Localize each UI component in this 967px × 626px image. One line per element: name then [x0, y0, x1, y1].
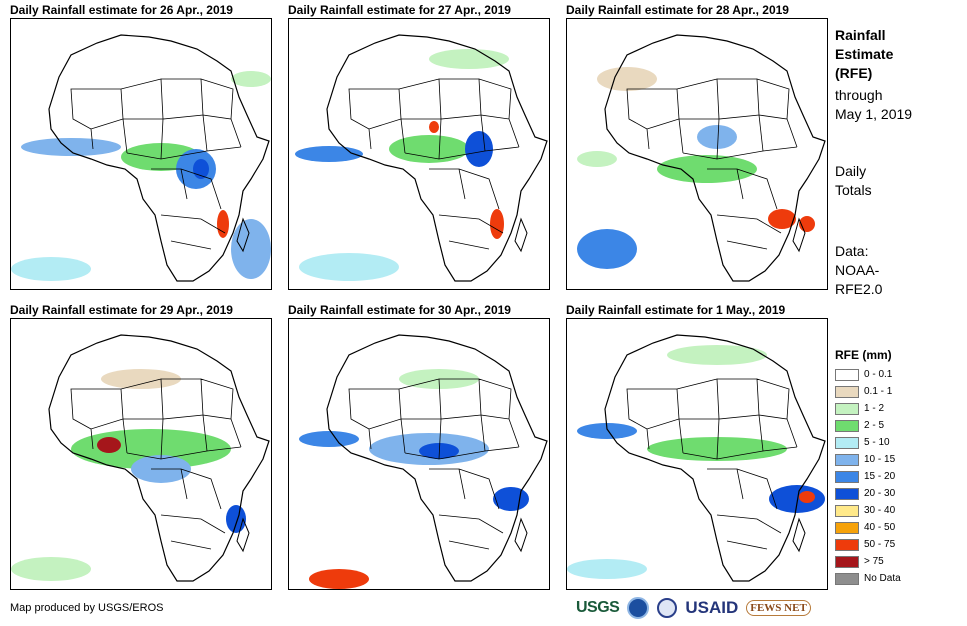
rainfall-map — [566, 18, 828, 290]
rainfall-map — [288, 18, 550, 290]
legend-label: 2 - 5 — [864, 420, 885, 431]
legend-swatch — [835, 453, 859, 466]
legend-item: 5 - 10 — [835, 434, 955, 451]
legend-swatch — [835, 538, 859, 551]
legend-label: 15 - 20 — [864, 471, 896, 482]
rainfall-map — [288, 318, 550, 590]
legend-item: > 75 — [835, 553, 955, 570]
fews-net-logo: FEWS NET — [746, 600, 811, 616]
legend-label: 40 - 50 — [864, 522, 896, 533]
legend-swatch — [835, 487, 859, 500]
legend-label: 1 - 2 — [864, 403, 885, 414]
legend-label: 30 - 40 — [864, 505, 896, 516]
legend-swatch — [835, 402, 859, 415]
legend-label: > 75 — [864, 556, 884, 567]
panel-title: Daily Rainfall estimate for 26 Apr., 201… — [10, 3, 233, 17]
legend-item: 20 - 30 — [835, 485, 955, 502]
map-panel-27-apr: Daily Rainfall estimate for 27 Apr., 201… — [288, 2, 550, 290]
legend-swatch — [835, 385, 859, 398]
legend-label: 5 - 10 — [864, 437, 890, 448]
panel-title: Daily Rainfall estimate for 29 Apr., 201… — [10, 303, 233, 317]
sidebar-title: Rainfall Estimate (RFE) — [835, 27, 894, 81]
map-panel-29-apr: Daily Rainfall estimate for 29 Apr., 201… — [10, 302, 272, 590]
usgs-logo: USGS — [576, 599, 620, 616]
legend-label: 10 - 15 — [864, 454, 896, 465]
legend-swatch — [835, 504, 859, 517]
sidebar-data-source: Data: NOAA- RFE2.0 — [835, 243, 883, 297]
legend-item: 0 - 0.1 — [835, 366, 955, 383]
legend-label: 50 - 75 — [864, 539, 896, 550]
legend-swatch — [835, 419, 859, 432]
legend-swatch — [835, 572, 859, 585]
legend-item: 15 - 20 — [835, 468, 955, 485]
usaid-seal-icon — [657, 598, 678, 618]
rainfall-map — [10, 318, 272, 590]
noaa-logo-icon — [627, 597, 650, 619]
rainfall-map — [566, 318, 828, 590]
map-panel-26-apr: Daily Rainfall estimate for 26 Apr., 201… — [10, 2, 272, 290]
panel-title: Daily Rainfall estimate for 30 Apr., 201… — [288, 303, 511, 317]
legend-item: 0.1 - 1 — [835, 383, 955, 400]
legend-item: 1 - 2 — [835, 400, 955, 417]
legend-swatch — [835, 521, 859, 534]
panel-title: Daily Rainfall estimate for 28 Apr., 201… — [566, 3, 789, 17]
rainfall-map — [10, 18, 272, 290]
legend-label: 0 - 0.1 — [864, 369, 893, 380]
map-panel-28-apr: Daily Rainfall estimate for 28 Apr., 201… — [566, 2, 828, 290]
legend-item: 10 - 15 — [835, 451, 955, 468]
legend-item: 40 - 50 — [835, 519, 955, 536]
map-credit: Map produced by USGS/EROS — [10, 602, 164, 614]
legend: 0 - 0.1 0.1 - 1 1 - 2 2 - 5 5 - 10 10 - 15 15 … — [835, 366, 955, 587]
legend-title: RFE (mm) — [835, 348, 892, 362]
panel-title: Daily Rainfall estimate for 27 Apr., 201… — [288, 3, 511, 17]
legend-swatch — [835, 555, 859, 568]
sidebar-daily-totals: Daily Totals — [835, 163, 872, 198]
legend-swatch — [835, 436, 859, 449]
legend-item: 2 - 5 — [835, 417, 955, 434]
map-panel-30-apr: Daily Rainfall estimate for 30 Apr., 201… — [288, 302, 550, 590]
legend-label: 20 - 30 — [864, 488, 896, 499]
legend-item: 30 - 40 — [835, 502, 955, 519]
usaid-logo: USAID — [685, 598, 739, 617]
legend-swatch — [835, 470, 859, 483]
legend-label: No Data — [864, 573, 901, 584]
legend-label: 0.1 - 1 — [864, 386, 893, 397]
map-panel-1-may: Daily Rainfall estimate for 1 May., 2019 — [566, 302, 828, 590]
legend-item: 50 - 75 — [835, 536, 955, 553]
legend-swatch — [835, 368, 859, 381]
sidebar-through-date: through May 1, 2019 — [835, 87, 913, 122]
panel-title: Daily Rainfall estimate for 1 May., 2019 — [566, 303, 786, 317]
logo-strip: USGS USAID FEWS NET — [576, 594, 811, 622]
legend-item: No Data — [835, 570, 955, 587]
